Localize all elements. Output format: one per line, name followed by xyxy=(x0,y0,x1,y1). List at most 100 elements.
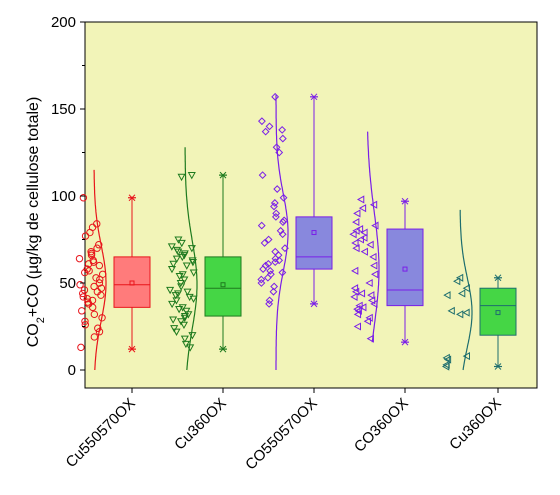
series-group xyxy=(441,209,517,371)
y-tick-label: 0 xyxy=(68,362,76,379)
data-point xyxy=(182,262,191,270)
data-point xyxy=(186,344,195,352)
data-point xyxy=(177,283,186,291)
data-point xyxy=(179,321,189,329)
data-point xyxy=(78,307,86,315)
data-point xyxy=(188,332,197,340)
data-point xyxy=(170,325,179,333)
x-tick-label: CO360OX xyxy=(351,395,412,456)
whisker-cap xyxy=(219,345,227,353)
data-point xyxy=(279,193,288,202)
data-point xyxy=(167,243,176,251)
data-point xyxy=(265,296,274,305)
x-tick-label: Cu360OX xyxy=(446,395,505,454)
data-point xyxy=(260,239,269,247)
data-point xyxy=(351,266,359,275)
data-point xyxy=(189,295,198,303)
data-point xyxy=(176,318,186,326)
data-point xyxy=(173,290,183,298)
data-point xyxy=(172,297,181,305)
data-point xyxy=(97,291,105,299)
whisker-cap xyxy=(401,197,409,205)
y-tick-label: 100 xyxy=(51,188,76,205)
data-point xyxy=(166,286,175,295)
data-point xyxy=(458,289,466,298)
data-point xyxy=(88,303,97,312)
data-point xyxy=(261,127,270,136)
data-point xyxy=(356,195,365,204)
data-point xyxy=(169,316,178,324)
data-point xyxy=(442,353,450,362)
data-point xyxy=(90,310,99,319)
data-point xyxy=(189,269,198,277)
data-point xyxy=(270,199,279,207)
data-point xyxy=(270,202,278,211)
data-point xyxy=(174,248,183,256)
mean-marker xyxy=(129,280,135,286)
data-point xyxy=(275,148,284,157)
series-group xyxy=(257,92,333,370)
data-point xyxy=(95,279,104,287)
data-point xyxy=(98,314,106,322)
data-point xyxy=(367,296,376,305)
whisker-cap xyxy=(494,363,502,370)
data-point xyxy=(257,275,266,284)
data-point xyxy=(263,273,272,282)
data-point xyxy=(180,314,189,323)
data-point xyxy=(365,278,373,288)
y-tick-label: 200 xyxy=(51,14,76,31)
data-point xyxy=(456,310,464,319)
data-point xyxy=(188,259,197,267)
data-point xyxy=(93,244,101,252)
data-point xyxy=(259,265,268,273)
data-point xyxy=(77,343,85,352)
data-point xyxy=(81,317,89,325)
data-point xyxy=(81,232,90,240)
data-point xyxy=(359,303,367,312)
data-point xyxy=(353,305,361,314)
data-point xyxy=(188,257,197,265)
data-point xyxy=(92,274,100,282)
data-point xyxy=(352,244,360,253)
data-point xyxy=(183,288,192,296)
data-point xyxy=(178,271,187,279)
data-point xyxy=(351,238,359,248)
data-point xyxy=(266,266,275,275)
data-point xyxy=(369,200,378,209)
data-point xyxy=(366,334,374,343)
data-point xyxy=(360,233,368,242)
series-group xyxy=(75,169,151,371)
data-point xyxy=(353,322,361,331)
data-point xyxy=(462,308,470,317)
data-point xyxy=(351,287,360,296)
data-point xyxy=(279,218,287,227)
y-tick-label: 150 xyxy=(51,101,76,118)
data-point xyxy=(180,335,189,343)
data-point xyxy=(264,235,273,244)
data-point xyxy=(365,313,373,322)
data-point xyxy=(174,236,183,244)
data-point xyxy=(358,204,367,213)
y-axis-title: CO2+CO (µg/kg de cellulose totale) xyxy=(25,97,47,348)
data-point xyxy=(95,261,104,270)
data-point xyxy=(370,261,378,270)
data-point xyxy=(258,171,267,180)
data-point xyxy=(271,212,280,221)
whisker-cap xyxy=(401,338,409,346)
data-point xyxy=(175,306,184,314)
data-point xyxy=(182,307,191,316)
data-point xyxy=(352,218,360,227)
x-tick-label: Cu550570OX xyxy=(63,395,139,471)
data-point xyxy=(180,252,189,260)
data-point xyxy=(177,173,186,182)
data-point xyxy=(278,230,287,239)
box-iqr xyxy=(295,216,333,270)
y-axis-title-rest: +CO (µg/kg de cellulose totale) xyxy=(25,97,42,317)
data-point xyxy=(84,260,93,268)
data-point xyxy=(265,299,274,308)
data-point xyxy=(453,277,461,286)
data-point xyxy=(94,324,102,332)
data-point xyxy=(75,254,84,263)
mean-marker xyxy=(220,282,226,288)
